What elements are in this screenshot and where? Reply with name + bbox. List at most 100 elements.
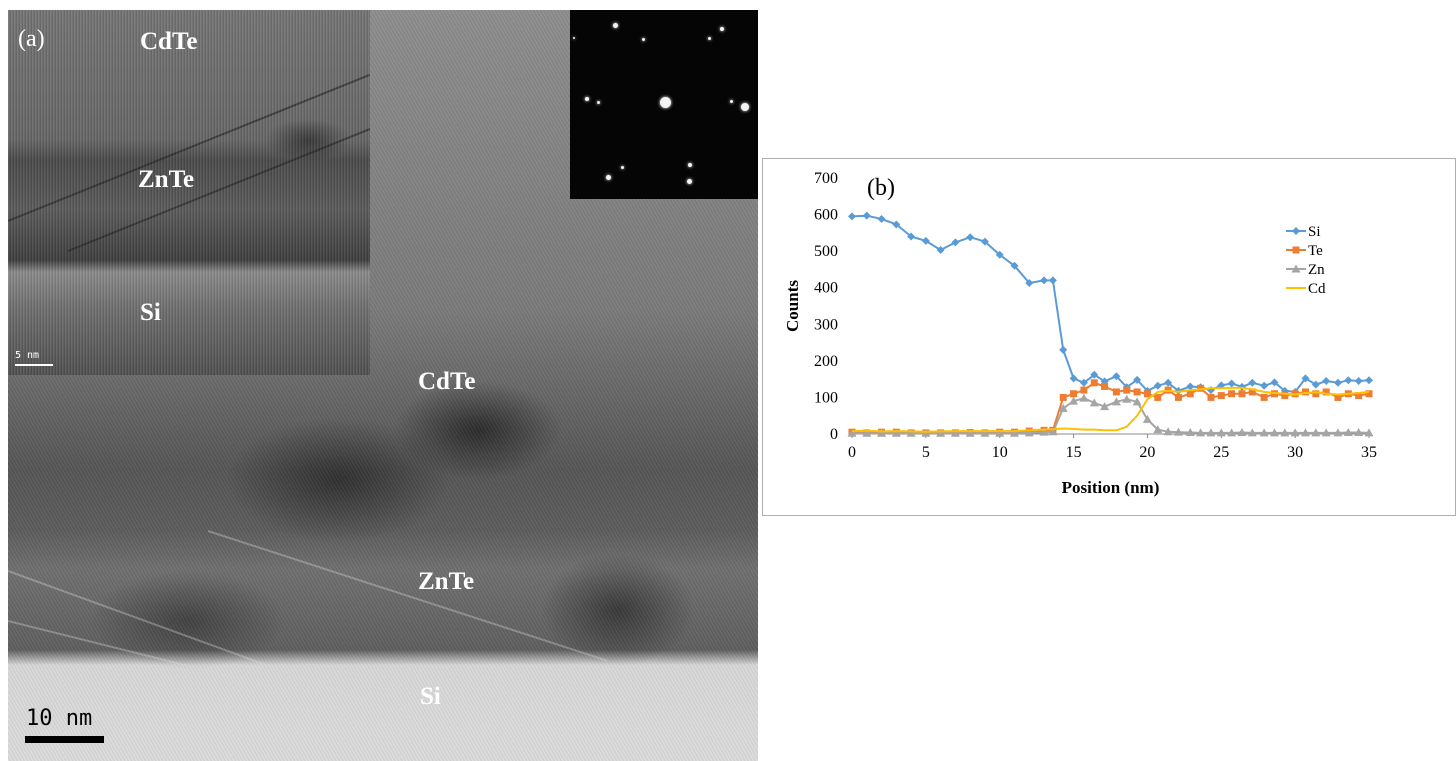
data-point-te (1174, 393, 1182, 401)
panel-a-letter: (a) (18, 26, 45, 52)
data-point-si (1069, 374, 1078, 383)
data-point-si (1333, 378, 1342, 387)
data-point-te (1334, 393, 1342, 401)
inset-twin-line (8, 73, 370, 222)
data-point-si (966, 233, 975, 242)
data-point-zn (965, 428, 975, 437)
x-tick-label: 15 (1066, 444, 1082, 461)
data-point-zn (1122, 394, 1132, 403)
data-point-te (1365, 390, 1373, 398)
data-point-zn (1100, 402, 1110, 411)
data-point-te (1101, 382, 1109, 390)
data-point-si (877, 214, 886, 223)
data-point-te (1186, 390, 1194, 398)
y-tick-label: 600 (814, 207, 838, 224)
twin-boundary-line (8, 570, 413, 720)
data-point-zn (1058, 403, 1068, 412)
data-point-si (848, 212, 856, 221)
data-point-zn (1089, 398, 1099, 407)
data-point-zn (1163, 427, 1173, 436)
data-point-zn (980, 428, 990, 437)
data-point-zn (1069, 396, 1079, 405)
data-point-te (1248, 388, 1256, 396)
diffraction-spot (621, 166, 624, 169)
data-point-zn (1333, 428, 1343, 437)
data-point-si (1112, 372, 1121, 381)
diffraction-spot (708, 37, 711, 40)
diffraction-spot (585, 97, 589, 101)
data-point-zn (936, 428, 946, 437)
diffraction-spot (606, 175, 611, 180)
y-tick-label: 200 (814, 353, 838, 370)
data-point-te (1217, 392, 1225, 400)
data-point-te (1080, 386, 1088, 394)
data-point-zn (950, 428, 960, 437)
diffraction-spot (597, 101, 600, 104)
data-point-te (1059, 393, 1067, 401)
legend-marker-si (1292, 227, 1300, 235)
inset-scale-bar (15, 364, 53, 366)
main-scale-label: 10 nm (26, 706, 93, 731)
series-line-si (851, 214, 1370, 393)
data-point-zn (1048, 427, 1058, 436)
diffraction-spot (688, 163, 692, 167)
y-tick-label: 700 (814, 170, 838, 187)
legend-label-te: Te (1308, 243, 1323, 259)
data-point-zn (1227, 428, 1237, 437)
inset-label-cdte: CdTe (140, 28, 198, 55)
data-point-si (1100, 377, 1109, 386)
data-point-te (1133, 388, 1141, 396)
main-label-cdte: CdTe (418, 368, 476, 395)
data-point-zn (1321, 428, 1331, 437)
data-point-zn (906, 428, 916, 437)
data-point-zn (1153, 425, 1163, 434)
series-line-zn (852, 397, 1370, 435)
data-point-si (1344, 376, 1353, 385)
data-point-si (995, 250, 1004, 259)
data-point-si (1133, 375, 1142, 384)
data-point-zn (1269, 428, 1279, 437)
data-point-zn (995, 428, 1005, 437)
data-point-te (1197, 384, 1205, 392)
main-label-znte: ZnTe (418, 568, 475, 595)
data-point-zn (1185, 428, 1195, 437)
data-point-si (892, 220, 901, 229)
diffraction-spot (741, 103, 749, 111)
inset-scale-label: 5 nm (15, 350, 40, 361)
data-point-zn (1009, 428, 1019, 437)
data-point-si (1270, 378, 1279, 387)
data-point-te (1312, 390, 1320, 398)
diffraction-spot (730, 100, 733, 103)
diffraction-spot (573, 37, 575, 39)
data-point-si (1311, 380, 1320, 389)
data-point-si (1025, 278, 1034, 287)
chart-svg: 0 100 200 300 400 500 600 700 0 5 10 15 20 25 30 35 Posi… (783, 170, 1377, 497)
data-point-te (1207, 393, 1215, 401)
data-point-te (1112, 388, 1120, 396)
hrtem-inset (8, 10, 370, 375)
legend-marker-te (1292, 246, 1300, 254)
diffraction-pattern (570, 10, 758, 199)
data-point-te (1301, 388, 1309, 396)
data-point-te (1228, 390, 1236, 398)
data-point-zn (1196, 428, 1206, 437)
data-point-te (1154, 393, 1162, 401)
data-point-zn (1280, 428, 1290, 437)
diffraction-spot-center (660, 97, 671, 108)
data-point-si (1237, 382, 1246, 391)
data-point-si (862, 211, 871, 220)
legend-label-si: Si (1308, 224, 1321, 240)
inset-label-znte: ZnTe (138, 166, 195, 193)
data-point-si (1010, 261, 1019, 270)
legend-marker-zn (1291, 264, 1301, 273)
data-point-zn (877, 428, 887, 437)
data-point-zn (1206, 428, 1216, 437)
diffraction-spot (687, 179, 692, 184)
twin-boundary-line (8, 620, 261, 685)
inset-label-si: Si (140, 299, 161, 326)
legend-label-cd: Cd (1308, 281, 1326, 297)
data-point-zn (1290, 428, 1300, 437)
panel-b-letter: (b) (867, 175, 895, 201)
data-point-te (1238, 390, 1246, 398)
data-point-te (1281, 392, 1289, 400)
